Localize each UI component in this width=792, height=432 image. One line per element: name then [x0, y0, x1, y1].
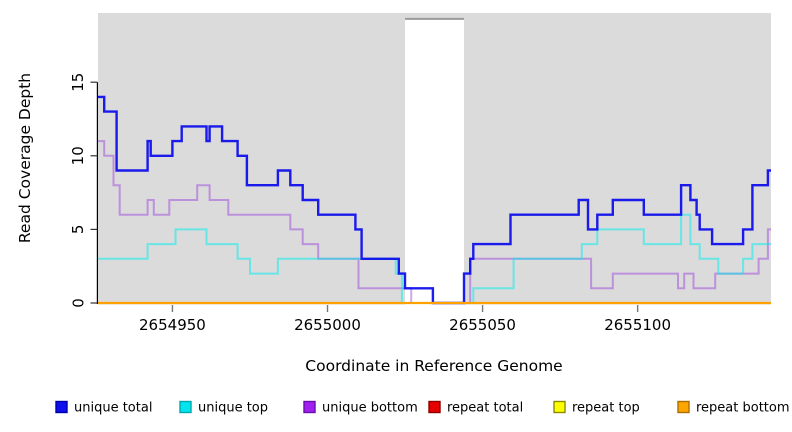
x-tick-label: 2655100 — [604, 316, 671, 334]
x-axis-title: Coordinate in Reference Genome — [305, 357, 562, 375]
legend-label-unique-bottom: unique bottom — [322, 401, 418, 416]
legend-label-repeat-total: repeat total — [447, 401, 523, 416]
series-line-unique-bottom — [98, 140, 771, 304]
series-line-unique-top — [98, 213, 771, 304]
alignment-gap-band — [405, 18, 464, 305]
legend-swatch-unique-total — [55, 400, 68, 414]
legend: unique total unique top unique bottom repea… — [55, 400, 790, 416]
legend-label-repeat-top: repeat top — [572, 401, 640, 416]
legend-swatch-unique-bottom — [303, 400, 316, 414]
legend-swatch-repeat-top — [553, 400, 566, 414]
legend-label-repeat-bottom: repeat bottom — [696, 401, 790, 416]
y-tick-label: 5 — [69, 225, 87, 235]
y-tick-label: 15 — [69, 73, 87, 92]
y-tick-label: 0 — [69, 298, 87, 308]
x-tick-label: 2655000 — [294, 316, 361, 334]
x-tick-label: 2655050 — [449, 316, 516, 334]
plot-panel-group — [98, 13, 771, 305]
legend-swatch-repeat-bottom — [677, 400, 690, 414]
y-tick-label: 10 — [69, 146, 87, 165]
y-axis-title: Read Coverage Depth — [16, 73, 34, 243]
series-line-unique-total — [98, 95, 771, 305]
x-tick-label: 2654950 — [139, 316, 206, 334]
legend-label-unique-top: unique top — [198, 401, 268, 416]
legend-swatch-unique-top — [179, 400, 192, 414]
series-group — [98, 95, 771, 305]
axes-group: 0 5 10 15 2654950 2655000 2655050 2655100 — [69, 73, 671, 334]
legend-swatch-repeat-total — [428, 400, 441, 414]
legend-label-unique-total: unique total — [74, 401, 152, 416]
